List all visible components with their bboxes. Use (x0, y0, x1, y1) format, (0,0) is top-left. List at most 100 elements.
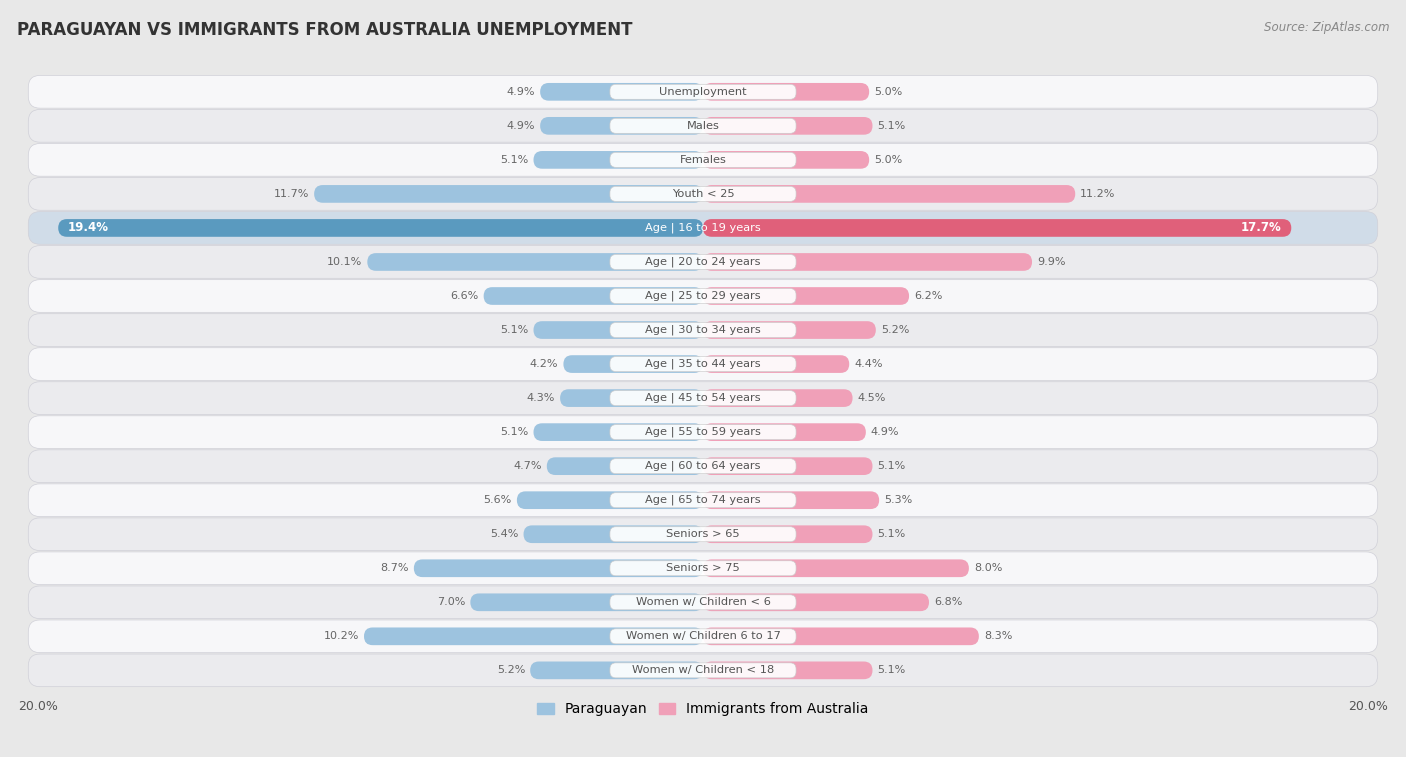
FancyBboxPatch shape (28, 382, 1378, 414)
Text: Age | 45 to 54 years: Age | 45 to 54 years (645, 393, 761, 403)
Text: Source: ZipAtlas.com: Source: ZipAtlas.com (1264, 21, 1389, 34)
FancyBboxPatch shape (28, 552, 1378, 584)
Text: 5.2%: 5.2% (880, 325, 910, 335)
Text: 4.7%: 4.7% (513, 461, 541, 471)
Text: Seniors > 65: Seniors > 65 (666, 529, 740, 539)
Text: 11.2%: 11.2% (1080, 189, 1115, 199)
Text: 17.7%: 17.7% (1240, 222, 1281, 235)
FancyBboxPatch shape (703, 525, 873, 543)
FancyBboxPatch shape (610, 391, 796, 406)
FancyBboxPatch shape (28, 416, 1378, 448)
FancyBboxPatch shape (28, 212, 1378, 245)
FancyBboxPatch shape (703, 559, 969, 577)
Text: Age | 65 to 74 years: Age | 65 to 74 years (645, 495, 761, 506)
FancyBboxPatch shape (28, 110, 1378, 142)
Text: 10.1%: 10.1% (328, 257, 363, 267)
FancyBboxPatch shape (610, 357, 796, 372)
Text: 4.3%: 4.3% (527, 393, 555, 403)
Text: 4.4%: 4.4% (855, 359, 883, 369)
FancyBboxPatch shape (28, 76, 1378, 108)
FancyBboxPatch shape (703, 185, 1076, 203)
FancyBboxPatch shape (703, 287, 910, 305)
Text: 7.0%: 7.0% (437, 597, 465, 607)
FancyBboxPatch shape (560, 389, 703, 407)
FancyBboxPatch shape (517, 491, 703, 509)
FancyBboxPatch shape (703, 423, 866, 441)
Text: Age | 35 to 44 years: Age | 35 to 44 years (645, 359, 761, 369)
FancyBboxPatch shape (28, 654, 1378, 687)
Text: 4.9%: 4.9% (870, 427, 900, 437)
Text: 5.1%: 5.1% (877, 461, 905, 471)
Text: 10.2%: 10.2% (323, 631, 359, 641)
FancyBboxPatch shape (703, 219, 1291, 237)
FancyBboxPatch shape (703, 151, 869, 169)
FancyBboxPatch shape (610, 663, 796, 678)
Text: 8.3%: 8.3% (984, 631, 1012, 641)
FancyBboxPatch shape (28, 178, 1378, 210)
FancyBboxPatch shape (314, 185, 703, 203)
Text: Males: Males (686, 121, 720, 131)
Text: 4.9%: 4.9% (506, 121, 536, 131)
FancyBboxPatch shape (610, 152, 796, 167)
Text: PARAGUAYAN VS IMMIGRANTS FROM AUSTRALIA UNEMPLOYMENT: PARAGUAYAN VS IMMIGRANTS FROM AUSTRALIA … (17, 21, 633, 39)
FancyBboxPatch shape (610, 561, 796, 576)
Text: 5.1%: 5.1% (501, 427, 529, 437)
Text: 5.0%: 5.0% (875, 87, 903, 97)
Text: Age | 60 to 64 years: Age | 60 to 64 years (645, 461, 761, 472)
Text: 6.2%: 6.2% (914, 291, 942, 301)
FancyBboxPatch shape (364, 628, 703, 645)
Text: 5.2%: 5.2% (496, 665, 526, 675)
Text: 5.1%: 5.1% (501, 155, 529, 165)
FancyBboxPatch shape (610, 84, 796, 99)
Text: 4.9%: 4.9% (506, 87, 536, 97)
Text: 8.7%: 8.7% (381, 563, 409, 573)
FancyBboxPatch shape (540, 83, 703, 101)
Text: Age | 55 to 59 years: Age | 55 to 59 years (645, 427, 761, 438)
FancyBboxPatch shape (28, 279, 1378, 313)
FancyBboxPatch shape (28, 518, 1378, 550)
FancyBboxPatch shape (610, 322, 796, 338)
FancyBboxPatch shape (547, 457, 703, 475)
Text: 5.1%: 5.1% (877, 529, 905, 539)
FancyBboxPatch shape (610, 629, 796, 643)
Text: Women w/ Children < 18: Women w/ Children < 18 (631, 665, 775, 675)
FancyBboxPatch shape (28, 484, 1378, 516)
Text: Youth < 25: Youth < 25 (672, 189, 734, 199)
FancyBboxPatch shape (540, 117, 703, 135)
FancyBboxPatch shape (471, 593, 703, 611)
FancyBboxPatch shape (703, 491, 879, 509)
Text: 5.0%: 5.0% (875, 155, 903, 165)
Text: 4.2%: 4.2% (530, 359, 558, 369)
Text: 5.1%: 5.1% (877, 665, 905, 675)
FancyBboxPatch shape (703, 321, 876, 339)
Legend: Paraguayan, Immigrants from Australia: Paraguayan, Immigrants from Australia (531, 696, 875, 721)
FancyBboxPatch shape (28, 586, 1378, 618)
FancyBboxPatch shape (530, 662, 703, 679)
FancyBboxPatch shape (413, 559, 703, 577)
FancyBboxPatch shape (523, 525, 703, 543)
FancyBboxPatch shape (564, 355, 703, 373)
Text: 6.8%: 6.8% (934, 597, 962, 607)
FancyBboxPatch shape (703, 662, 873, 679)
Text: Females: Females (679, 155, 727, 165)
FancyBboxPatch shape (703, 628, 979, 645)
Text: Age | 16 to 19 years: Age | 16 to 19 years (645, 223, 761, 233)
FancyBboxPatch shape (703, 457, 873, 475)
FancyBboxPatch shape (610, 288, 796, 304)
Text: Women w/ Children < 6: Women w/ Children < 6 (636, 597, 770, 607)
FancyBboxPatch shape (533, 423, 703, 441)
FancyBboxPatch shape (484, 287, 703, 305)
FancyBboxPatch shape (610, 118, 796, 133)
FancyBboxPatch shape (703, 253, 1032, 271)
Text: 4.5%: 4.5% (858, 393, 886, 403)
FancyBboxPatch shape (610, 595, 796, 610)
FancyBboxPatch shape (610, 459, 796, 474)
FancyBboxPatch shape (28, 450, 1378, 482)
Text: 11.7%: 11.7% (274, 189, 309, 199)
FancyBboxPatch shape (367, 253, 703, 271)
Text: Women w/ Children 6 to 17: Women w/ Children 6 to 17 (626, 631, 780, 641)
FancyBboxPatch shape (610, 527, 796, 542)
FancyBboxPatch shape (703, 83, 869, 101)
Text: 5.1%: 5.1% (877, 121, 905, 131)
FancyBboxPatch shape (28, 620, 1378, 653)
